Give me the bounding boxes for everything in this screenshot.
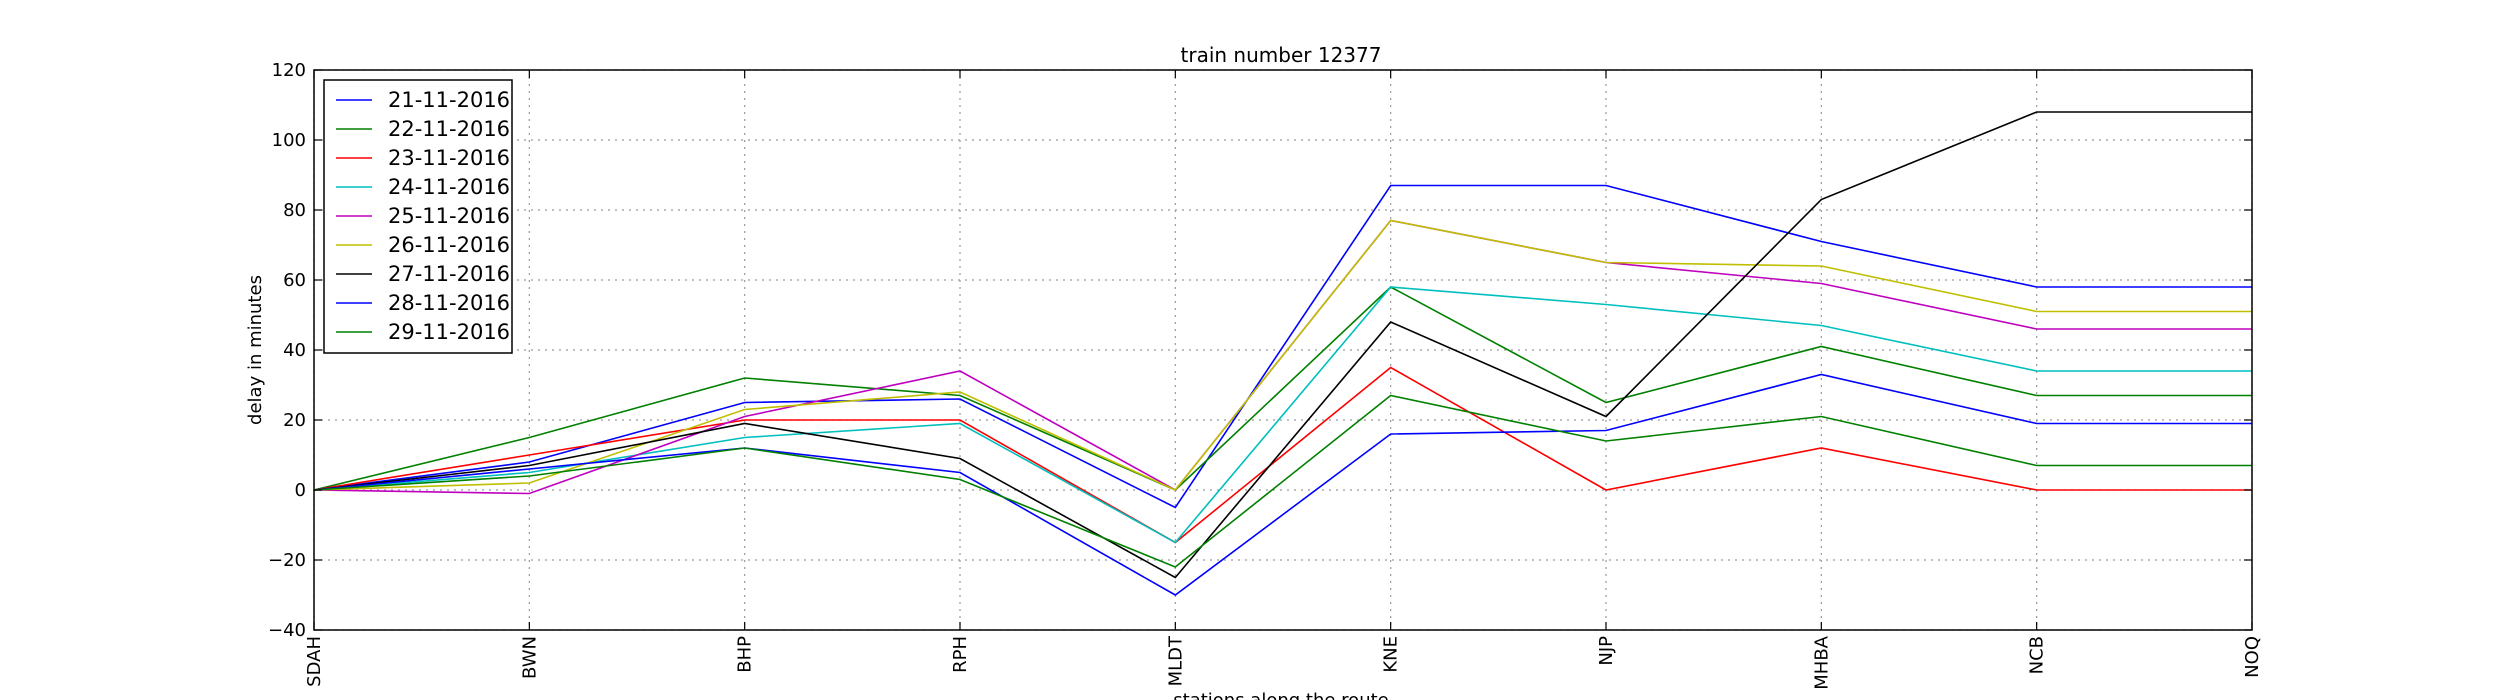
legend-label: 27-11-2016 — [388, 262, 510, 286]
y-tick-label: 100 — [272, 130, 306, 151]
series-line-24-11-2016 — [313, 286, 2252, 544]
y-tick-label: 40 — [283, 340, 306, 361]
legend-label: 22-11-2016 — [388, 117, 510, 141]
x-tick-label: MLDT — [1165, 635, 1186, 686]
x-tick-label: SDAH — [304, 636, 325, 687]
legend-label: 25-11-2016 — [388, 204, 510, 228]
plot-frame — [313, 69, 2253, 631]
y-tick-label: 60 — [283, 270, 306, 291]
x-tick-labels: SDAH BWN BHP RPH MLDT KNE NJP MHBA NCB NOQ — [304, 70, 2263, 690]
legend-label: 29-11-2016 — [388, 320, 510, 344]
y-tick-label: 20 — [283, 410, 306, 431]
legend-label: 28-11-2016 — [388, 291, 510, 315]
legend-label: 23-11-2016 — [388, 146, 510, 170]
series-layer — [313, 111, 2252, 596]
series-line-22-11-2016 — [313, 286, 2252, 491]
series-line-25-11-2016 — [313, 219, 2252, 495]
x-tick-label: BHP — [735, 636, 756, 673]
grid-layer — [313, 69, 2253, 631]
series-line-21-11-2016 — [313, 184, 2252, 509]
series-line-28-11-2016 — [313, 373, 2252, 596]
x-tick-label: BWN — [519, 636, 540, 679]
x-axis-label: stations along the route — [1173, 690, 1388, 700]
series-line-29-11-2016 — [313, 394, 2252, 568]
x-tick-label: NOQ — [2242, 636, 2263, 678]
legend-label: 21-11-2016 — [388, 88, 510, 112]
y-axis-label: delay in minutes — [245, 275, 266, 425]
y-tick-label: 0 — [295, 480, 306, 501]
legend-label: 24-11-2016 — [388, 175, 510, 199]
series-line-26-11-2016 — [313, 219, 2252, 491]
x-tick-label: MHBA — [1811, 635, 1832, 689]
x-tick-label: NJP — [1596, 636, 1617, 666]
legend-label: 26-11-2016 — [388, 233, 510, 257]
x-tick-label: KNE — [1381, 636, 1402, 673]
y-tick-label: −20 — [268, 550, 306, 571]
y-tick-label: 120 — [272, 60, 306, 81]
x-tick-label: NCB — [2027, 636, 2048, 674]
y-tick-label: −40 — [268, 620, 306, 641]
y-tick-label: 80 — [283, 200, 306, 221]
series-line-27-11-2016 — [313, 111, 2252, 579]
legend: 21-11-2016 22-11-2016 23-11-2016 24-11-2016… — [323, 79, 513, 354]
x-tick-label: RPH — [950, 636, 971, 673]
y-tick-labels: −40 −20 0 20 40 60 80 100 120 — [268, 60, 2252, 641]
series-line-23-11-2016 — [313, 366, 2252, 544]
chart-title: train number 12377 — [1181, 43, 1382, 67]
